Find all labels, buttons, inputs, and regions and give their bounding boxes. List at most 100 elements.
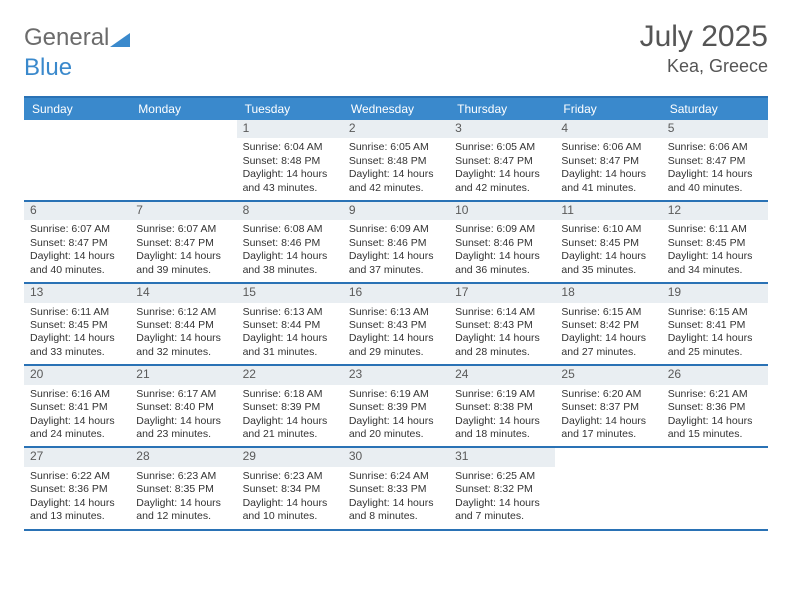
daylight-line: Daylight: 14 hours and 29 minutes. xyxy=(349,332,443,359)
calendar-cell: 31Sunrise: 6:25 AMSunset: 8:32 PMDayligh… xyxy=(449,448,555,528)
daylight-line: Daylight: 14 hours and 40 minutes. xyxy=(30,250,124,277)
sunset-line: Sunset: 8:47 PM xyxy=(30,237,124,250)
day-details: Sunrise: 6:05 AMSunset: 8:47 PMDaylight:… xyxy=(455,141,549,195)
sunset-line: Sunset: 8:46 PM xyxy=(455,237,549,250)
sunrise-line: Sunrise: 6:06 AM xyxy=(668,141,762,154)
calendar-cell: 15Sunrise: 6:13 AMSunset: 8:44 PMDayligh… xyxy=(237,284,343,364)
day-number: 18 xyxy=(555,284,661,302)
calendar-cell: 11Sunrise: 6:10 AMSunset: 8:45 PMDayligh… xyxy=(555,202,661,282)
sunset-line: Sunset: 8:45 PM xyxy=(668,237,762,250)
day-number: 26 xyxy=(662,366,768,384)
daylight-line: Daylight: 14 hours and 17 minutes. xyxy=(561,415,655,442)
calendar-cell: 28 Sunrise: 6:23 AMSunset: 8:35 PMDayligh… xyxy=(130,448,236,528)
sunrise-line: Sunrise: 6:07 AM xyxy=(30,223,124,236)
day-number: 27 xyxy=(24,448,130,466)
day-details: Sunrise: 6:15 AMSunset: 8:41 PMDaylight:… xyxy=(668,306,762,360)
daylight-line: Daylight: 14 hours and 35 minutes. xyxy=(561,250,655,277)
daylight-line: Daylight: 14 hours and 36 minutes. xyxy=(455,250,549,277)
calendar-cell: 3Sunrise: 6:05 AMSunset: 8:47 PMDaylight… xyxy=(449,120,555,200)
sunrise-line: Sunrise: 6:21 AM xyxy=(668,388,762,401)
title-block: July 2025 Kea, Greece xyxy=(640,20,768,77)
day-number: 2 xyxy=(343,120,449,138)
header: GeneralBlue July 2025 Kea, Greece xyxy=(24,20,768,82)
sunset-line: Sunset: 8:41 PM xyxy=(30,401,124,414)
day-number: 25 xyxy=(555,366,661,384)
calendar-cell: 10Sunrise: 6:09 AMSunset: 8:46 PMDayligh… xyxy=(449,202,555,282)
daylight-line: Daylight: 14 hours and 39 minutes. xyxy=(136,250,230,277)
calendar-cell: 1Sunrise: 6:04 AMSunset: 8:48 PMDaylight… xyxy=(237,120,343,200)
location: Kea, Greece xyxy=(640,56,768,77)
daylight-line: Daylight: 14 hours and 32 minutes. xyxy=(136,332,230,359)
day-details: Sunrise: 6:07 AMSunset: 8:47 PMDaylight:… xyxy=(30,223,124,277)
month-title: July 2025 xyxy=(640,20,768,54)
sunrise-line: Sunrise: 6:14 AM xyxy=(455,306,549,319)
sunset-line: Sunset: 8:33 PM xyxy=(349,483,443,496)
sunrise-line: Sunrise: 6:10 AM xyxy=(561,223,655,236)
logo-triangle-icon xyxy=(110,26,130,54)
calendar-cell: 0 xyxy=(555,448,661,528)
daylight-line: Daylight: 14 hours and 24 minutes. xyxy=(30,415,124,442)
daylight-line: Daylight: 14 hours and 21 minutes. xyxy=(243,415,337,442)
daylight-line: Daylight: 14 hours and 43 minutes. xyxy=(243,168,337,195)
calendar-cell: 26Sunrise: 6:21 AMSunset: 8:36 PMDayligh… xyxy=(662,366,768,446)
calendar-cell: 21 Sunrise: 6:17 AMSunset: 8:40 PMDayligh… xyxy=(130,366,236,446)
sunrise-line: Sunrise: 6:16 AM xyxy=(30,388,124,401)
sunset-line: Sunset: 8:47 PM xyxy=(455,155,549,168)
sunset-line: Sunset: 8:38 PM xyxy=(455,401,549,414)
sunset-line: Sunset: 8:34 PM xyxy=(243,483,337,496)
calendar-cell: 14Sunrise: 6:12 AMSunset: 8:44 PMDayligh… xyxy=(130,284,236,364)
sunset-line: Sunset: 8:46 PM xyxy=(349,237,443,250)
sunset-line: Sunset: 8:37 PM xyxy=(561,401,655,414)
day-details: Sunrise: 6:17 AMSunset: 8:40 PMDaylight:… xyxy=(136,388,230,442)
sunrise-line: Sunrise: 6:22 AM xyxy=(30,470,124,483)
sunset-line: Sunset: 8:47 PM xyxy=(136,237,230,250)
sunrise-line: Sunrise: 6:08 AM xyxy=(243,223,337,236)
day-number: 5 xyxy=(662,120,768,138)
calendar-week: 6Sunrise: 6:07 AMSunset: 8:47 PMDaylight… xyxy=(24,202,768,284)
day-details: Sunrise: 6:18 AMSunset: 8:39 PMDaylight:… xyxy=(243,388,337,442)
daylight-line: Daylight: 14 hours and 34 minutes. xyxy=(668,250,762,277)
daylight-line: Daylight: 14 hours and 23 minutes. xyxy=(136,415,230,442)
day-details: Sunrise: 6:24 AMSunset: 8:33 PMDaylight:… xyxy=(349,470,443,524)
calendar-cell: 23Sunrise: 6:19 AMSunset: 8:39 PMDayligh… xyxy=(343,366,449,446)
sunset-line: Sunset: 8:48 PM xyxy=(243,155,337,168)
day-details: Sunrise: 6:09 AMSunset: 8:46 PMDaylight:… xyxy=(455,223,549,277)
daylight-line: Daylight: 14 hours and 40 minutes. xyxy=(668,168,762,195)
day-details: Sunrise: 6:23 AMSunset: 8:35 PMDaylight:… xyxy=(136,470,230,524)
day-number: 29 xyxy=(237,448,343,466)
sunset-line: Sunset: 8:43 PM xyxy=(455,319,549,332)
sunset-line: Sunset: 8:46 PM xyxy=(243,237,337,250)
day-number: 21 xyxy=(130,366,236,384)
day-number: 24 xyxy=(449,366,555,384)
day-number: 9 xyxy=(343,202,449,220)
sunrise-line: Sunrise: 6:19 AM xyxy=(349,388,443,401)
dow-header: Wednesday xyxy=(343,98,449,120)
dow-header: Thursday xyxy=(449,98,555,120)
calendar-cell: 16Sunrise: 6:13 AMSunset: 8:43 PMDayligh… xyxy=(343,284,449,364)
day-number: 23 xyxy=(343,366,449,384)
sunset-line: Sunset: 8:36 PM xyxy=(30,483,124,496)
day-number: 28 xyxy=(130,448,236,466)
daylight-line: Daylight: 14 hours and 20 minutes. xyxy=(349,415,443,442)
sunset-line: Sunset: 8:48 PM xyxy=(349,155,443,168)
sunset-line: Sunset: 8:36 PM xyxy=(668,401,762,414)
daylight-line: Daylight: 14 hours and 37 minutes. xyxy=(349,250,443,277)
logo-text: GeneralBlue xyxy=(24,24,132,82)
day-number: 15 xyxy=(237,284,343,302)
calendar-cell: 12Sunrise: 6:11 AMSunset: 8:45 PMDayligh… xyxy=(662,202,768,282)
sunrise-line: Sunrise: 6:17 AM xyxy=(136,388,230,401)
day-details: Sunrise: 6:07 AMSunset: 8:47 PMDaylight:… xyxy=(136,223,230,277)
sunrise-line: Sunrise: 6:20 AM xyxy=(561,388,655,401)
day-number: 16 xyxy=(343,284,449,302)
sunrise-line: Sunrise: 6:25 AM xyxy=(455,470,549,483)
daylight-line: Daylight: 14 hours and 33 minutes. xyxy=(30,332,124,359)
sunrise-line: Sunrise: 6:11 AM xyxy=(668,223,762,236)
dow-row: SundayMondayTuesdayWednesdayThursdayFrid… xyxy=(24,98,768,120)
calendar-cell: 0 xyxy=(24,120,130,200)
daylight-line: Daylight: 14 hours and 27 minutes. xyxy=(561,332,655,359)
daylight-line: Daylight: 14 hours and 7 minutes. xyxy=(455,497,549,524)
day-details: Sunrise: 6:08 AMSunset: 8:46 PMDaylight:… xyxy=(243,223,337,277)
day-number: 17 xyxy=(449,284,555,302)
calendar: SundayMondayTuesdayWednesdayThursdayFrid… xyxy=(24,96,768,531)
calendar-week: 0 0 1Sunrise: 6:04 AMSunset: 8:48 PMDayl… xyxy=(24,120,768,202)
